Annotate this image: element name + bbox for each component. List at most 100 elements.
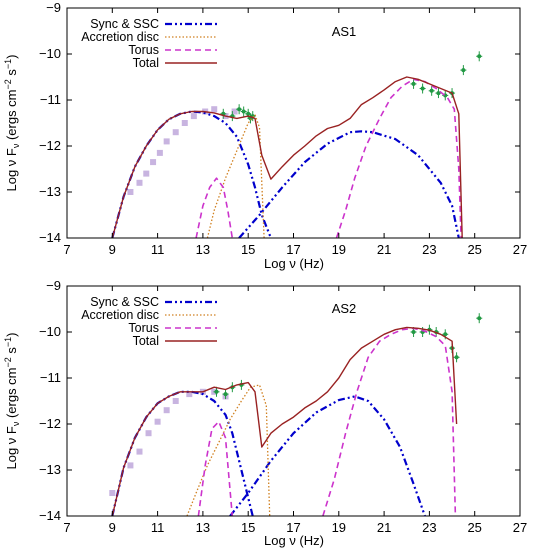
y-tick-label: −10: [39, 46, 61, 61]
x-tick-label: 27: [513, 520, 527, 535]
legend-label: Sync & SSC: [90, 17, 159, 31]
x-tick-label: 17: [286, 520, 300, 535]
panel-as2-title: AS2: [332, 301, 357, 316]
legend-label: Total: [133, 334, 159, 348]
series-line-torus: [322, 327, 457, 516]
x-tick-label: 17: [286, 242, 300, 257]
data-point: [143, 170, 150, 177]
y-tick-label: −11: [40, 92, 61, 107]
data-point: [461, 68, 466, 73]
data-point: [172, 398, 179, 404]
data-point: [477, 316, 482, 321]
series-line-sync: [111, 390, 254, 516]
x-tick-label: 11: [151, 242, 165, 257]
series-line-sync: [111, 110, 272, 238]
data-points-optical-X: [220, 104, 256, 124]
y-label-unit-mid: s: [4, 69, 19, 80]
data-point: [231, 108, 238, 115]
series-line-disc: [206, 114, 265, 238]
data-point: [214, 389, 219, 394]
y-label-unit-exp2: −1: [3, 59, 13, 69]
x-tick-label: 13: [196, 242, 210, 257]
series-line-sync: [238, 130, 460, 238]
legend-label: Torus: [128, 43, 159, 57]
y-tick-label: −13: [39, 462, 61, 477]
x-tick-label: 9: [109, 520, 116, 535]
legend-label: Torus: [128, 321, 159, 335]
x-tick-label: 19: [332, 520, 346, 535]
data-point: [411, 330, 416, 334]
series-line-disc: [186, 384, 271, 516]
x-tick-label: 15: [241, 242, 255, 257]
data-point: [127, 189, 134, 195]
data-point: [454, 355, 459, 360]
y-label-main: Log ν F: [4, 148, 19, 191]
y-label-unit-mid: s: [4, 347, 19, 358]
series-line-total: [111, 326, 458, 516]
y-label-unit-open: (ergs cm: [4, 89, 19, 143]
panel-as2-ticks: 7 9 11 13 15 17 19 21 23 25 27 −9 −10 −11 −12 −13 −14: [39, 278, 527, 535]
y-label-unit-open: (ergs cm: [4, 367, 19, 421]
data-point: [150, 159, 157, 166]
panel-as2: 7 9 11 13 15 17 19 21 23 25 27 −9 −10 −11 −12 −13 −14 AS…: [3, 278, 527, 548]
y-tick-label: −11: [40, 370, 61, 385]
data-points-gamma: [410, 51, 483, 101]
data-points-optical-X: [213, 379, 245, 400]
data-points-radio-optical: [109, 388, 229, 496]
panel-as1-plot-area: [111, 51, 483, 238]
panel-as1-title: AS1: [332, 24, 357, 39]
data-point: [241, 109, 246, 114]
y-tick-label: −14: [39, 230, 61, 245]
data-point: [181, 120, 188, 126]
data-point: [420, 86, 425, 91]
legend-label: Total: [133, 56, 159, 70]
panel-as2-y-axis-label: Log ν Fν (ergs cm−2 s−1): [3, 332, 21, 469]
panel-as1-ticks: 7 9 11 13 15 17 19 21 23 25 27 −9 −10 −11 −12 −13 −14: [39, 0, 527, 257]
data-point: [163, 138, 170, 145]
data-point: [154, 418, 161, 425]
series-line-sync: [229, 395, 426, 516]
panel-as1-y-axis-label: Log ν Fν (ergs cm−2 s−1): [3, 54, 21, 191]
y-label-unit-close: ): [4, 54, 19, 58]
y-tick-label: −14: [39, 508, 61, 523]
legend-label: Accretion disc: [81, 30, 159, 44]
series-line-torus: [197, 420, 234, 516]
data-point: [172, 129, 179, 136]
data-point: [223, 392, 228, 397]
data-point: [190, 113, 197, 120]
x-tick-label: 23: [422, 242, 436, 257]
y-tick-label: −9: [46, 0, 61, 15]
y-tick-label: −12: [39, 416, 61, 431]
data-point: [443, 332, 448, 337]
y-label-sub: ν: [11, 143, 21, 148]
data-point: [246, 111, 251, 116]
data-point: [156, 149, 163, 156]
x-tick-label: 25: [467, 242, 481, 257]
plot-marks: [111, 51, 483, 238]
x-tick-label: 7: [63, 520, 70, 535]
legend-label: Accretion disc: [81, 308, 159, 322]
legend-label: Sync & SSC: [90, 295, 159, 309]
x-tick-label: 21: [377, 242, 391, 257]
x-tick-label: 13: [196, 520, 210, 535]
data-point: [429, 88, 434, 93]
series-line-torus: [335, 78, 462, 238]
data-point: [136, 448, 143, 455]
x-tick-label: 9: [109, 242, 116, 257]
data-point: [211, 106, 218, 113]
y-label-sub: ν: [11, 421, 21, 426]
y-label-unit-exp1: −2: [3, 357, 13, 367]
y-tick-label: −9: [46, 278, 61, 293]
data-point: [127, 462, 134, 469]
x-tick-label: 7: [63, 242, 70, 257]
y-tick-label: −10: [39, 324, 61, 339]
data-point: [109, 490, 116, 496]
series-line-total: [111, 76, 463, 238]
data-point: [186, 391, 193, 398]
y-label-unit-close: ): [4, 332, 19, 336]
x-tick-label: 15: [241, 520, 255, 535]
data-point: [477, 54, 482, 59]
panel-as2-plot-area: [109, 313, 483, 516]
